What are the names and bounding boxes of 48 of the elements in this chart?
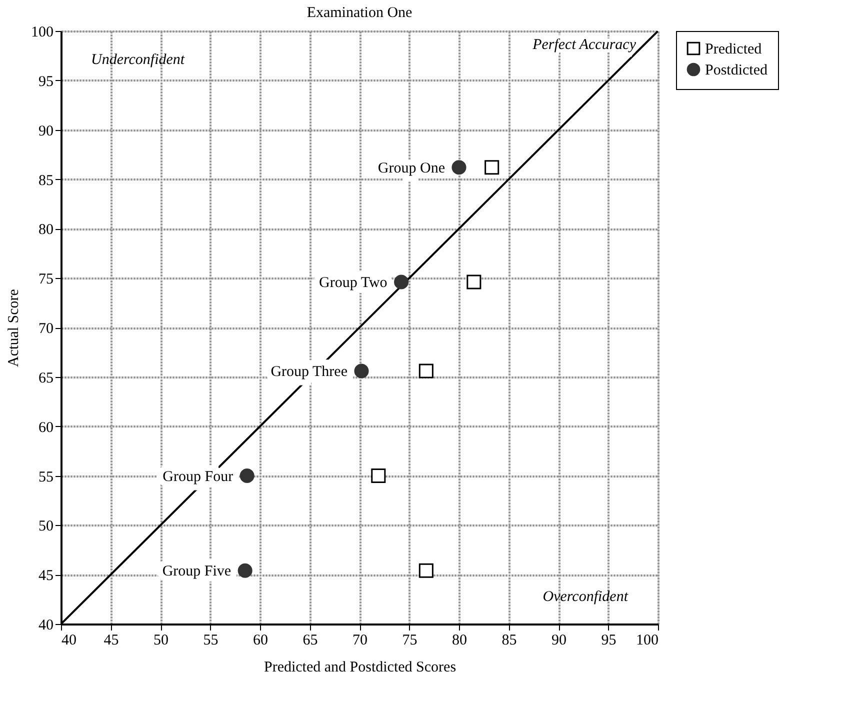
y-tick-label: 95 <box>38 74 54 90</box>
x-tick-label: 85 <box>502 632 517 648</box>
annotation: Overconfident <box>542 589 629 605</box>
x-tick-label: 40 <box>62 632 76 648</box>
x-tick-label: 95 <box>601 632 616 648</box>
y-tick-label: 45 <box>38 568 54 584</box>
x-tick-label: 45 <box>104 632 119 648</box>
point <box>240 468 254 484</box>
x-tick-label: 100 <box>636 632 658 648</box>
y-tick-label: 60 <box>38 420 54 436</box>
y-tick-label: 65 <box>38 370 54 386</box>
y-tick-label: 90 <box>38 123 54 140</box>
annotation: Group One <box>378 160 446 176</box>
point <box>418 563 434 578</box>
y-tick-label: 50 <box>38 518 54 535</box>
annotation: Underconfident <box>91 52 186 68</box>
legend-label: Postdicted <box>705 62 768 78</box>
point <box>452 160 466 175</box>
y-tick-label: 55 <box>38 469 54 486</box>
x-tick-label: 80 <box>452 632 467 648</box>
y-tick-label: 100 <box>31 24 54 40</box>
x-tick-label: 50 <box>154 632 168 648</box>
x-tick-label: 75 <box>402 632 418 648</box>
x-tick-label: 70 <box>352 632 368 648</box>
x-axis-title: Predicted and Postdicted Scores <box>264 660 456 676</box>
x-tick-label: 55 <box>203 632 218 648</box>
annotation: Group Two <box>319 275 388 292</box>
y-tick-label: 70 <box>38 321 54 337</box>
point <box>466 274 482 290</box>
point <box>394 274 409 290</box>
x-tick-label: 60 <box>253 632 268 648</box>
y-axis-title: Actual Score <box>6 288 22 367</box>
point <box>418 364 434 378</box>
annotation: Group Three <box>270 364 348 380</box>
chart-title: Examination One <box>306 5 413 21</box>
annotation: Group Five <box>162 564 232 580</box>
series-label: Perfect Accuracy <box>532 37 636 53</box>
x-tick-label: 90 <box>552 632 566 648</box>
x-tick-label: 65 <box>302 632 318 648</box>
y-tick-label: 80 <box>38 222 54 238</box>
point <box>354 364 369 378</box>
legend-label: Predicted <box>705 42 762 58</box>
point <box>238 563 252 578</box>
y-tick-label: 40 <box>38 618 54 634</box>
y-tick-label: 75 <box>38 272 54 288</box>
point <box>484 160 500 175</box>
y-tick-label: 85 <box>38 172 54 189</box>
point <box>371 468 386 484</box>
